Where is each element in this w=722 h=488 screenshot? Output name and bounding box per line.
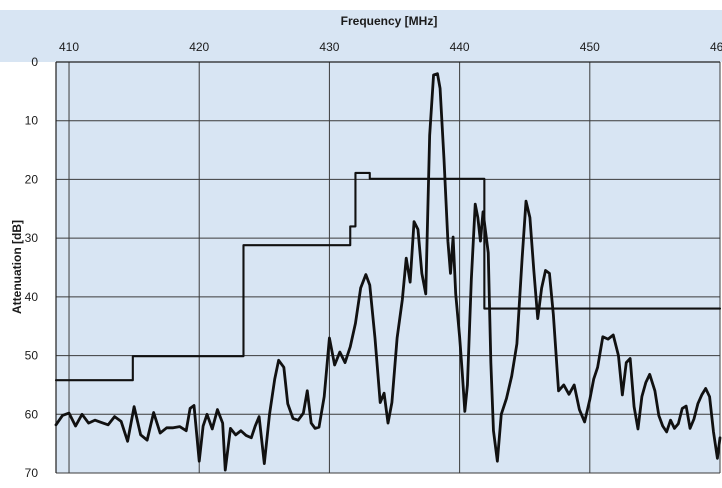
grid-lines (55, 61, 721, 474)
x-tick-label-450: 450 (580, 40, 600, 54)
y-tick-label-40: 40 (25, 290, 39, 304)
y-tick-label-70: 70 (25, 466, 39, 480)
x-tick-label-430: 430 (319, 40, 339, 54)
x-tick-label-460: 460 (710, 40, 722, 54)
y-axis-title: Attenuation [dB] (10, 220, 24, 314)
x-axis-title: Frequency [MHz] (341, 14, 438, 28)
plot-background (56, 62, 720, 473)
tick-labels: 410 420 430 440 450 460 0 10 20 30 40 50 60 70 (25, 40, 722, 480)
top-axis-band (0, 10, 722, 62)
attenuation-response-line (54, 72, 722, 472)
x-tick-label-420: 420 (189, 40, 209, 54)
series-layer (54, 72, 722, 472)
y-tick-label-60: 60 (25, 407, 39, 421)
x-tick-label-440: 440 (450, 40, 470, 54)
y-tick-label-50: 50 (25, 349, 39, 363)
y-tick-label-20: 20 (25, 172, 39, 186)
x-tick-label-410: 410 (59, 40, 79, 54)
y-tick-label-30: 30 (25, 231, 39, 245)
y-tick-label-10: 10 (25, 114, 39, 128)
y-tick-label-0: 0 (31, 55, 38, 69)
spec-limit-step-line (54, 171, 722, 382)
